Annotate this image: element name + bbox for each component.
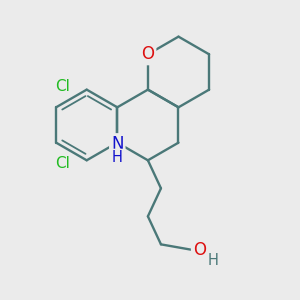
- Text: H: H: [207, 254, 218, 268]
- Text: Cl: Cl: [56, 79, 70, 94]
- Text: O: O: [141, 45, 154, 63]
- Text: H: H: [112, 150, 123, 165]
- Text: Cl: Cl: [56, 156, 70, 171]
- Text: O: O: [193, 241, 206, 259]
- Text: N: N: [111, 135, 124, 153]
